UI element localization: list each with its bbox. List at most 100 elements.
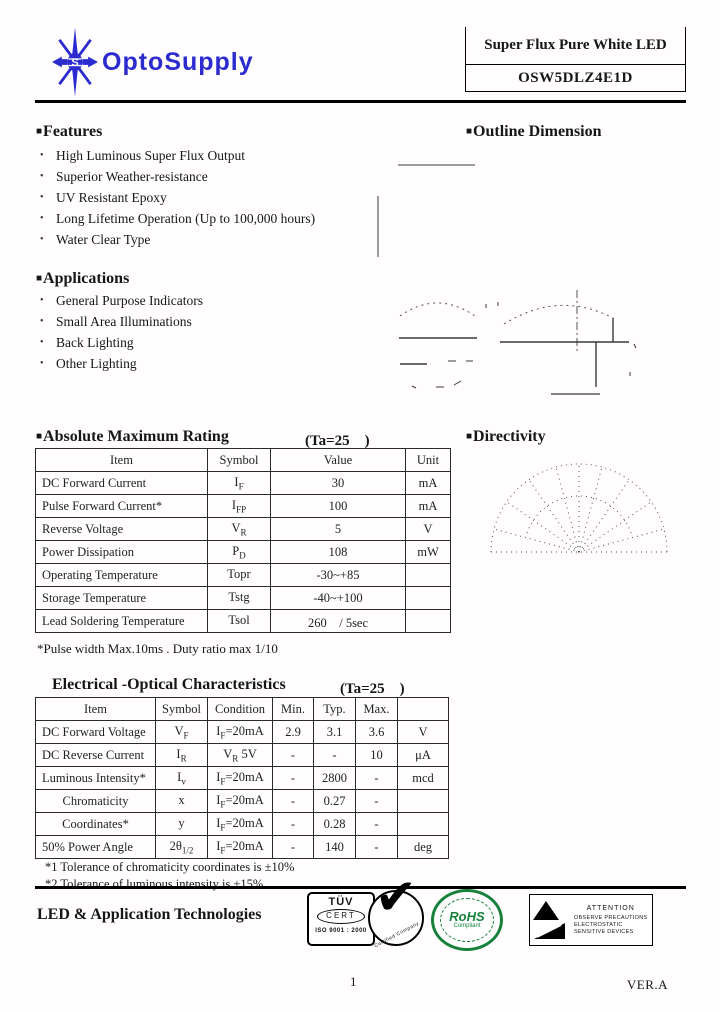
list-item: • Long Lifetime Operation (Up to 100,000 … — [40, 210, 316, 226]
cell-value: 108 — [270, 540, 406, 564]
list-item: • UV Resistant Epoxy — [40, 189, 167, 205]
brand-logo: S OptoSupply — [52, 24, 254, 100]
cell-min: - — [272, 789, 314, 813]
col-header-condition: Condition — [207, 697, 273, 721]
cell-unit: mA — [405, 471, 451, 495]
col-header-min: Min. — [272, 697, 314, 721]
list-item: • General Purpose Indicators — [40, 292, 203, 308]
part-number: OSW5DLZ4E1D — [465, 65, 686, 92]
version-label: VER.A — [626, 977, 668, 992]
cell-unit: deg — [397, 835, 449, 859]
list-item: • Water Clear Type — [40, 231, 151, 247]
cell-item: 50% Power Angle — [35, 835, 156, 859]
cell-min: - — [272, 835, 314, 859]
col-header-unit — [397, 697, 449, 721]
col-header-item: Item — [35, 697, 156, 721]
company-tagline: LED & Application Technologies — [37, 906, 262, 923]
cell-value: 30 — [270, 471, 406, 495]
bullet-icon: • — [40, 234, 44, 245]
table-row: Power Dissipation PD 108 mW — [35, 540, 451, 564]
cell-typ: 3.1 — [313, 720, 356, 744]
eo-condition: (Ta=25 ) — [340, 681, 405, 697]
table-row: DC Reverse Current IR VR 5V - - 10 μA — [35, 743, 449, 767]
bullet-icon: • — [40, 316, 44, 327]
cell-typ: 140 — [313, 835, 356, 859]
cell-symbol: Topr — [207, 563, 271, 587]
abs-max-condition: (Ta=25 ) — [305, 433, 370, 449]
cell-symbol: 2θ1/2 — [155, 835, 208, 859]
rohs-logo: RoHS Compliant — [431, 889, 503, 951]
esd-text: ATTENTION OBSERVE PRECAUTIONS ELECTROSTA… — [574, 905, 647, 936]
eo-heading: Electrical -Optical Characteristics — [52, 676, 286, 693]
esd-line: SENSITIVE DEVICES — [574, 928, 634, 935]
square-bullet-icon: ■ — [36, 431, 43, 442]
cell-item: Reverse Voltage — [35, 517, 208, 541]
esd-line: OBSERVE PRECAUTIONS — [574, 914, 648, 921]
abs-max-table: Item Symbol Value Unit DC Forward Curren… — [35, 448, 451, 633]
table-header-row: Item Symbol Condition Min. Typ. Max. — [35, 697, 449, 721]
eo-table: Item Symbol Condition Min. Typ. Max. DC … — [35, 697, 449, 859]
cell-unit: μA — [397, 743, 449, 767]
features-list: • High Luminous Super Flux Output • Superi… — [40, 145, 315, 250]
cell-unit: mcd — [397, 766, 449, 790]
cell-typ: - — [313, 743, 356, 767]
cell-unit — [405, 563, 451, 587]
page-number: 1 — [350, 974, 357, 989]
cell-unit — [397, 812, 449, 836]
cell-unit: V — [397, 720, 449, 744]
starburst-logo-icon: S — [52, 27, 98, 97]
cell-symbol: y — [155, 812, 208, 836]
square-bullet-icon: ■ — [36, 126, 43, 137]
cell-item: Power Dissipation — [35, 540, 208, 564]
eo-note-1: *1 Tolerance of chromaticity coordinates… — [45, 860, 295, 874]
cell-condition: IF=20mA — [207, 789, 273, 813]
table-header-row: Item Symbol Value Unit — [35, 448, 451, 472]
bullet-icon: • — [40, 295, 44, 306]
cell-symbol: IF — [207, 471, 271, 495]
outline-dimension-drawing — [377, 164, 637, 395]
list-item: • Other Lighting — [40, 355, 137, 371]
directivity-plot — [490, 463, 668, 553]
rohs-label: RoHS — [449, 909, 485, 924]
list-item: • Small Area Illuminations — [40, 313, 192, 329]
cell-condition: IF=20mA — [207, 812, 273, 836]
directivity-heading: ■Directivity — [466, 428, 546, 445]
esd-attention-box: ATTENTION OBSERVE PRECAUTIONS ELECTROSTA… — [529, 894, 653, 946]
table-row: Operating Temperature Topr -30~+85 — [35, 563, 451, 587]
brand-name: OptoSupply — [102, 47, 254, 76]
table-row: 50% Power Angle 2θ1/2 IF=20mA - 140 - de… — [35, 835, 449, 859]
cell-symbol: PD — [207, 540, 271, 564]
cell-symbol: IFP — [207, 494, 271, 518]
cell-condition: IF=20mA — [207, 720, 273, 744]
col-header-max: Max. — [355, 697, 398, 721]
cell-typ: 0.28 — [313, 812, 356, 836]
cell-max: - — [355, 812, 398, 836]
cell-max: - — [355, 766, 398, 790]
table-row: Luminous Intensity* Iv IF=20mA - 2800 - … — [35, 766, 449, 790]
col-header-value: Value — [270, 448, 406, 472]
cell-typ: 2800 — [313, 766, 356, 790]
rohs-compliant-label: Compliant — [453, 923, 481, 929]
abs-max-heading: ■Absolute Maximum Rating — [36, 428, 229, 445]
esd-warning-icon — [533, 901, 565, 939]
cell-condition: IF=20mA — [207, 835, 273, 859]
cell-symbol: Tsol — [207, 609, 271, 633]
cell-symbol: Tstg — [207, 586, 271, 610]
bullet-icon: • — [40, 150, 44, 161]
cell-value: -40~+100 — [270, 586, 406, 610]
table-row: DC Forward Voltage VF IF=20mA 2.9 3.1 3.… — [35, 720, 449, 744]
table-row: Lead Soldering Temperature Tsol 260 / 5s… — [35, 609, 451, 633]
cell-min: - — [272, 812, 314, 836]
applications-heading: ■Applications — [36, 270, 130, 287]
table-row: Storage Temperature Tstg -40~+100 — [35, 586, 451, 610]
cell-value: 5 — [270, 517, 406, 541]
features-heading: ■Features — [36, 123, 103, 140]
square-bullet-icon: ■ — [466, 126, 473, 137]
bullet-icon: • — [40, 192, 44, 203]
cell-symbol: Iv — [155, 766, 208, 790]
footer-divider — [35, 886, 686, 889]
col-header-unit: Unit — [405, 448, 451, 472]
col-header-item: Item — [35, 448, 208, 472]
cell-item: Operating Temperature — [35, 563, 208, 587]
table-row: Reverse Voltage VR 5 V — [35, 517, 451, 541]
